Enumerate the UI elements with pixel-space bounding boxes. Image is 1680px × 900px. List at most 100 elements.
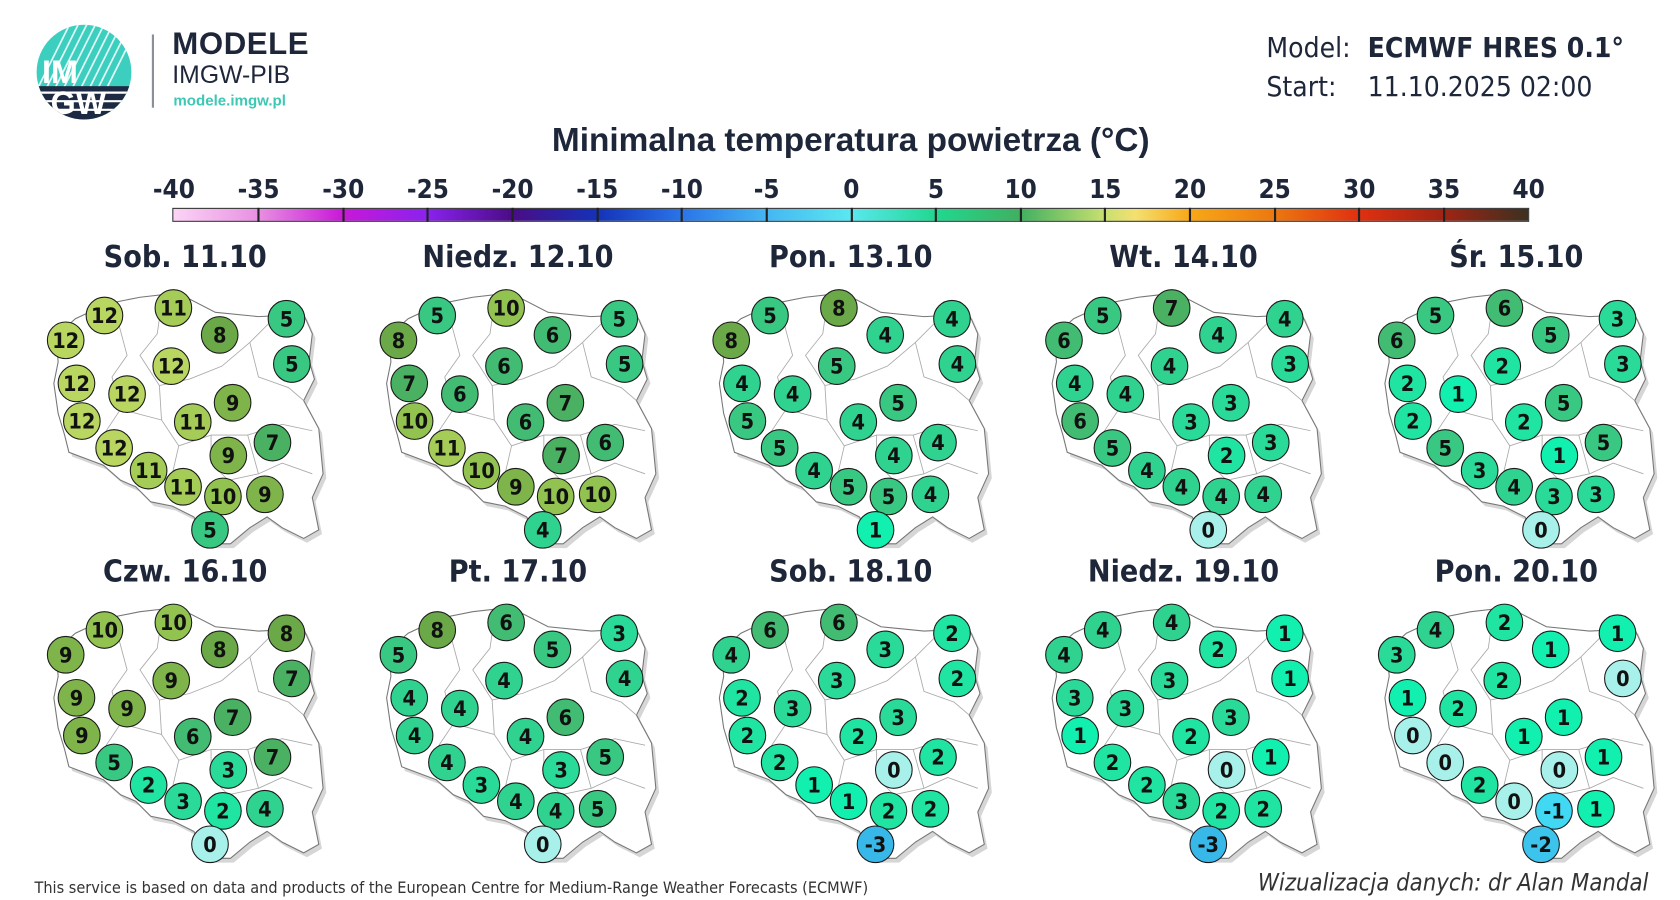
station-circle [856,825,895,864]
station-temperature: 2 [773,751,786,776]
station-circle [605,659,644,698]
station-marker: 1 [1584,738,1623,776]
station-marker: 12 [46,321,85,360]
station-marker: 4 [1083,611,1122,649]
station-circle [154,289,193,327]
colorbar-tick-label: -25 [406,174,449,205]
station-marker: 3 [209,751,248,789]
station-temperature: 5 [285,353,298,378]
colorbar-tick-label: -30 [322,174,365,205]
station-marker: 4 [874,436,913,475]
station-circle [1495,467,1533,506]
station-temperature: 0 [203,833,216,858]
station-temperature: 7 [266,431,279,456]
station-marker: 5 [760,429,799,467]
station-circle [712,321,751,360]
station-circle [874,751,913,789]
station-marker: 2 [869,792,908,830]
station-temperature: 4 [258,797,271,822]
station-marker: 3 [1377,635,1416,674]
station-marker: 4 [839,403,878,441]
station-marker: 6 [1045,321,1083,360]
day-title: Niedz. 19.10 [1087,553,1280,590]
station-circle [1212,383,1250,422]
station-marker: 11 [164,467,202,506]
station-circle [869,477,908,516]
voivodeship-border [247,749,259,789]
station-marker: 2 [1207,436,1246,475]
station-circle [1106,375,1145,413]
colorbar-tick-mark [1019,207,1022,222]
station-marker: 4 [795,451,833,490]
station-marker: 11 [428,429,466,467]
brand-url-link[interactable]: modele.imgw.pl [173,91,286,109]
station-circle [751,611,789,649]
station-temperature: 9 [222,444,235,469]
station-marker: 5 [869,477,908,516]
station-circle [46,321,85,360]
station-circle [933,299,971,338]
station-circle [911,475,950,514]
station-circle [938,659,977,698]
station-marker: 9 [108,689,146,728]
station-circle [1207,751,1246,789]
station-marker: 2 [1485,603,1524,642]
station-temperature: 10 [542,485,569,510]
station-circle [879,698,917,737]
station-temperature: 3 [1611,307,1624,332]
station-circle [1061,402,1099,440]
station-temperature: 6 [497,355,510,380]
station-marker: 5 [829,467,868,506]
voivodeship-border [435,322,461,436]
station-marker: 6 [586,423,625,462]
station-temperature: 1 [1553,444,1566,469]
station-circle [1584,423,1623,462]
station-marker: 8 [267,614,306,653]
station-marker: 6 [173,717,212,756]
station-temperature: 4 [1140,459,1153,484]
station-temperature: 4 [951,353,964,378]
station-marker: 0 [1522,510,1560,549]
station-circle [1265,614,1304,653]
station-marker: 3 [1106,689,1145,728]
station-temperature: 2 [945,622,958,647]
station-circle [1604,345,1642,383]
station-circle [428,429,466,467]
station-temperature: 7 [1165,297,1178,322]
station-circle [523,825,562,864]
station-circle [839,403,878,441]
station-temperature: 4 [945,307,958,332]
station-circle [600,614,639,653]
station-circle [1416,296,1455,335]
station-circle [1577,789,1615,828]
station-circle [1083,611,1122,649]
station-marker: 7 [542,436,580,475]
voivodeship-border [580,749,592,789]
station-temperature: 6 [186,725,199,750]
station-temperature: 12 [52,329,79,354]
station-temperature: 0 [887,759,900,784]
station-circle [57,364,96,403]
station-circle [1251,738,1290,776]
station-marker: 4 [506,717,545,756]
voivodeship-border [582,656,637,716]
station-temperature: 2 [1451,697,1464,722]
station-temperature: 4 [924,483,937,508]
station-temperature: 3 [830,669,843,694]
voivodeship-border [249,656,304,716]
station-temperature: 2 [1211,638,1224,663]
station-marker: 5 [272,345,311,383]
station-circle [1388,678,1427,717]
station-circle [795,766,833,804]
station-marker: 5 [728,402,767,440]
station-circle [1483,661,1522,700]
station-circle [487,289,525,327]
station-marker: 12 [62,402,101,440]
station-circle [253,738,292,776]
station-marker: 3 [542,751,580,789]
station-marker: 1 [1265,614,1304,653]
station-marker: 6 [440,375,479,413]
station-temperature: 2 [1496,669,1509,694]
